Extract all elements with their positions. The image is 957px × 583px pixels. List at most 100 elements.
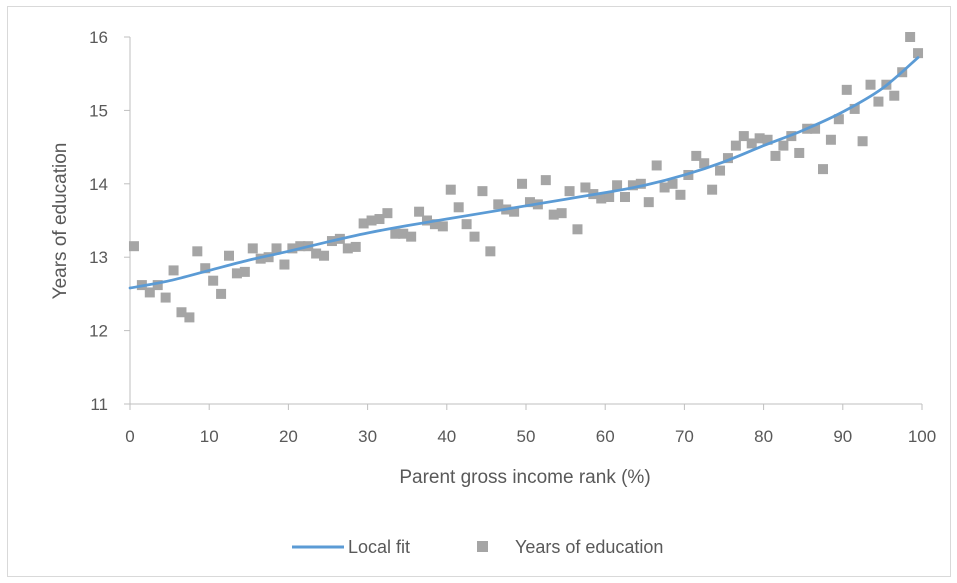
scatter-point (445, 184, 456, 195)
scatter-point (477, 186, 488, 197)
scatter-point (160, 292, 171, 303)
y-axis-title: Years of education (50, 143, 71, 300)
legend-label-years-of-education: Years of education (515, 537, 663, 557)
scatter-point (374, 214, 385, 225)
scatter-point (200, 263, 211, 274)
scatter-point (699, 158, 710, 169)
scatter-point (913, 48, 924, 59)
scatter-point (422, 215, 432, 226)
scatter-point (271, 243, 282, 254)
x-tick-label: 30 (358, 427, 377, 446)
scatter-point (493, 199, 504, 210)
scatter-point (540, 175, 551, 186)
x-tick-label: 10 (200, 427, 219, 446)
scatter-point (746, 138, 757, 149)
chart-frame (7, 6, 951, 577)
scatter-point (231, 268, 242, 279)
x-tick-label: 50 (517, 427, 536, 446)
scatter-point (841, 84, 852, 95)
y-tick-labels: 11 12 13 14 15 16 (89, 28, 130, 414)
scatter-point (825, 134, 836, 145)
scatter-point (738, 131, 749, 142)
y-tick-label: 11 (90, 395, 108, 414)
scatter-point (366, 215, 377, 226)
scatter-point (905, 32, 916, 42)
scatter-point (730, 140, 741, 151)
x-tick-label: 70 (675, 427, 694, 446)
scatter-point (224, 250, 234, 261)
scatter-point (818, 164, 828, 175)
x-tick-label: 90 (833, 427, 852, 446)
scatter-point (691, 150, 702, 161)
scatter-point (667, 178, 678, 189)
scatter-point (627, 180, 638, 191)
y-tick-label: 15 (89, 101, 108, 120)
scatter-point (350, 241, 361, 252)
scatter-point (722, 153, 733, 164)
scatter-point (849, 103, 860, 114)
scatter-point (865, 79, 876, 90)
scatter-point (406, 231, 417, 242)
scatter-point (651, 160, 662, 171)
scatter-point (192, 246, 203, 257)
legend-square-swatch (477, 541, 488, 552)
scatter-point (429, 219, 440, 230)
legend-label-local-fit: Local fit (348, 537, 410, 557)
scatter-point (247, 243, 258, 254)
scatter-point (311, 248, 322, 259)
scatter-point (287, 243, 298, 254)
scatter-point (635, 178, 646, 189)
scatter-point (453, 202, 464, 213)
scatter-point (794, 147, 805, 158)
x-tick-label: 80 (754, 427, 773, 446)
scatter-point (572, 224, 583, 235)
scatter-point (168, 265, 179, 276)
scatter-point (216, 288, 227, 299)
scatter-point (643, 197, 654, 208)
scatter-point (524, 197, 535, 208)
scatter-point (239, 266, 250, 277)
scatter-point (398, 228, 409, 239)
legend: Local fit Years of education (292, 537, 663, 557)
scatter-point (319, 250, 330, 261)
scatter-point (144, 287, 155, 298)
scatter-point (382, 208, 393, 219)
y-tick-label: 13 (89, 248, 108, 267)
scatter-point (604, 192, 615, 203)
y-tick-label: 12 (89, 322, 108, 341)
scatter-point (128, 241, 139, 252)
scatter-point (889, 90, 900, 101)
scatter-point (390, 228, 401, 239)
scatter-point (176, 307, 187, 318)
scatter-point (754, 133, 765, 144)
scatter-point (469, 231, 480, 242)
scatter-point (762, 134, 773, 145)
scatter-point (358, 218, 369, 229)
scatter-point (295, 241, 306, 252)
x-tick-labels: 0 10 20 30 40 50 60 70 80 90 100 (125, 404, 936, 446)
scatter-point (659, 182, 670, 193)
scatter-point (873, 96, 884, 107)
fit-line-layer (128, 56, 920, 290)
scatter-point (857, 136, 868, 147)
scatter-point (208, 275, 219, 286)
scatter-point (770, 150, 781, 161)
x-tick-label: 20 (279, 427, 298, 446)
scatter-point (707, 184, 718, 195)
scatter-point (810, 123, 821, 134)
scatter-point (596, 193, 607, 204)
scatter-point (564, 186, 575, 197)
scatter-point (461, 219, 472, 230)
scatter-point (778, 140, 789, 151)
axes (129, 37, 922, 405)
scatter-point (548, 209, 559, 220)
scatter-point (620, 192, 630, 203)
scatter-point (485, 246, 496, 257)
scatter-point (509, 206, 520, 217)
local-fit-line (128, 56, 920, 290)
scatter-point (437, 221, 448, 232)
y-tick-label: 16 (89, 28, 108, 47)
scatter-point (556, 208, 567, 219)
scatter-point (414, 206, 425, 217)
